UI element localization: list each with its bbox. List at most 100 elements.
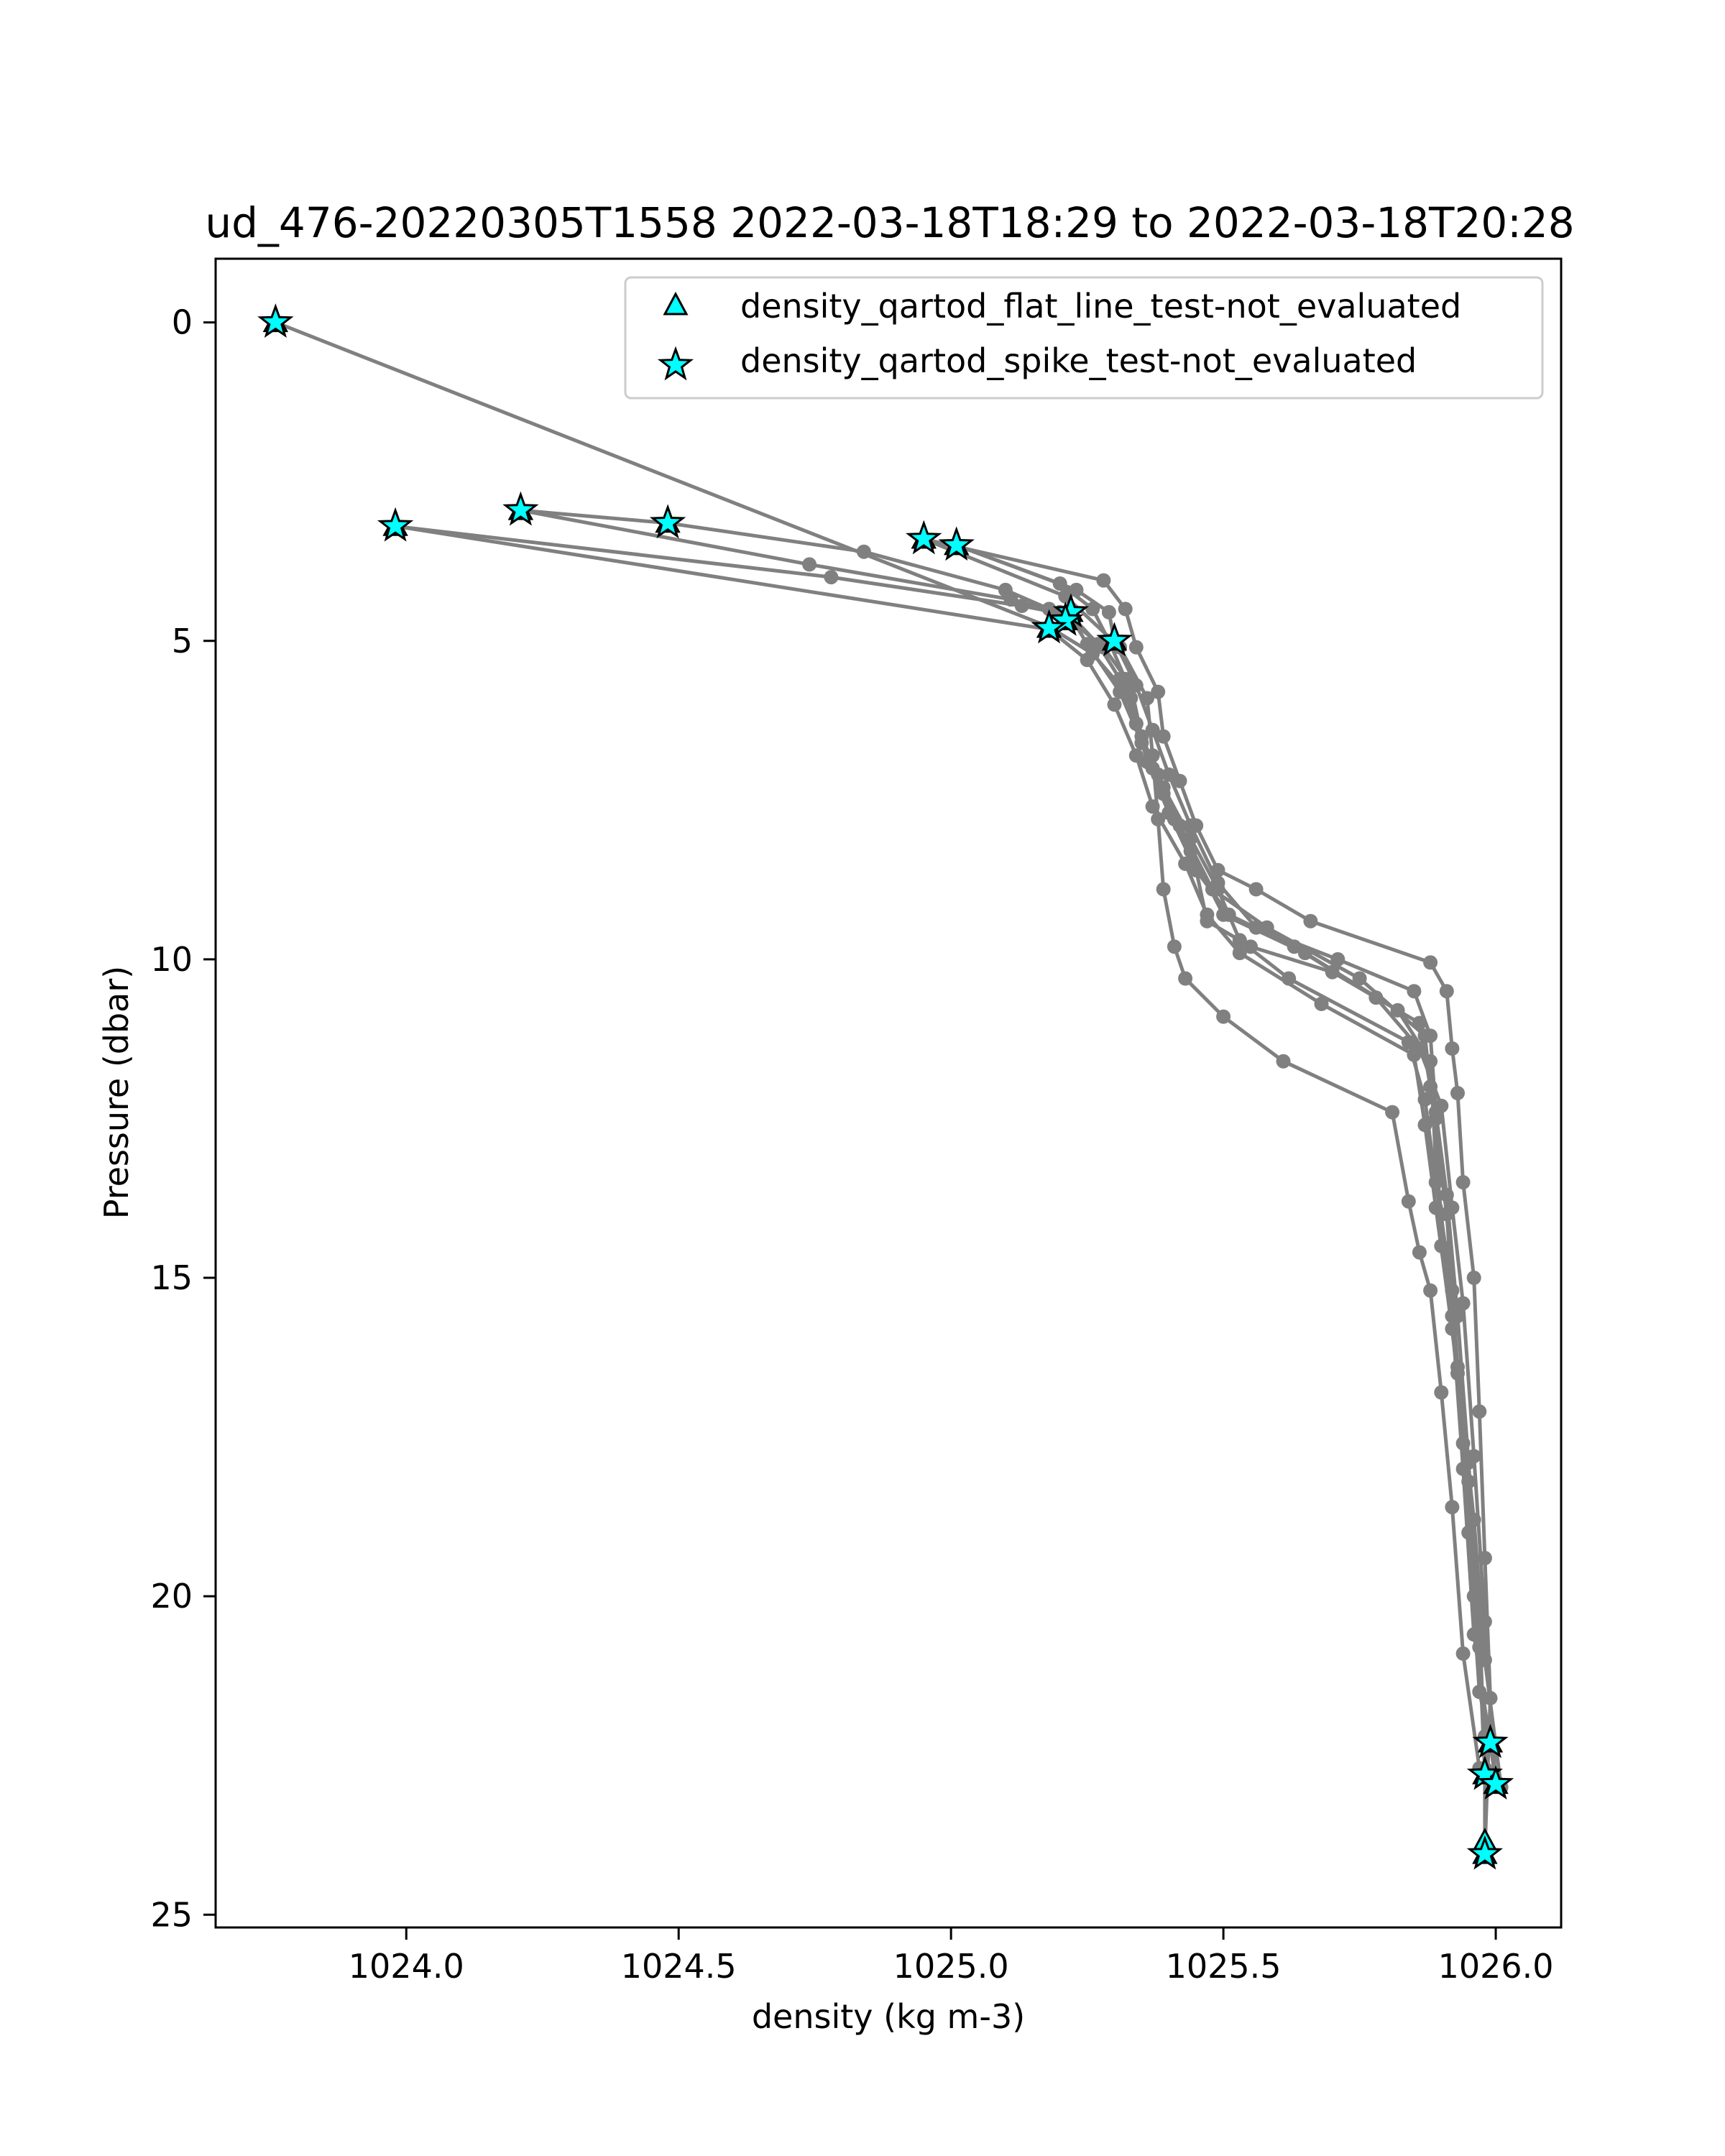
profile-line xyxy=(395,524,1487,1775)
profile-point xyxy=(1183,818,1198,833)
profile-point xyxy=(1128,640,1144,655)
y-tick-label: 0 xyxy=(172,303,193,342)
profile-point xyxy=(1080,653,1095,668)
spike-marker xyxy=(906,520,942,555)
profile-point xyxy=(1156,729,1171,744)
chart-title: ud_476-20220305T1558 2022-03-18T18:29 to… xyxy=(205,198,1574,247)
profile-point xyxy=(1455,1175,1471,1190)
profile-point xyxy=(1368,990,1384,1005)
legend: density_qartod_flat_line_test-not_evalua… xyxy=(624,276,1544,400)
profile-point xyxy=(802,557,817,572)
profile-point xyxy=(856,544,871,559)
profile-point xyxy=(1434,1098,1449,1113)
spike-marker xyxy=(649,504,686,539)
profile-point xyxy=(1151,811,1166,826)
profile-point xyxy=(1472,1404,1487,1419)
legend-label-spike: density_qartod_spike_test-not_evaluated xyxy=(740,341,1417,380)
profile-point xyxy=(1445,1041,1460,1056)
profile-point xyxy=(1434,1385,1449,1400)
profile-point xyxy=(1085,602,1100,617)
profile-point xyxy=(1466,1449,1481,1464)
spike-marker xyxy=(257,303,294,338)
profile-point xyxy=(1445,1200,1460,1215)
x-tick-label: 1026.0 xyxy=(1438,1947,1554,1986)
markers-layer xyxy=(257,303,1514,1870)
spike-marker xyxy=(1477,1765,1514,1800)
profile-line xyxy=(395,524,1504,1788)
profile-point xyxy=(1287,939,1302,954)
legend-star-marker xyxy=(657,346,694,381)
spike-marker xyxy=(1466,1835,1503,1870)
profile-4 xyxy=(388,519,1492,1782)
profile-point xyxy=(1172,773,1187,788)
x-tick-label: 1025.0 xyxy=(893,1947,1009,1986)
profile-point xyxy=(1210,875,1225,890)
profile-point xyxy=(1221,907,1236,922)
x-tick-label: 1024.0 xyxy=(349,1947,464,1986)
profile-point xyxy=(1096,573,1111,588)
profile-point xyxy=(1216,1009,1231,1024)
spike-marker xyxy=(1096,622,1133,657)
spike-marker xyxy=(1047,601,1084,636)
y-tick-label: 20 xyxy=(150,1577,193,1616)
profile-point xyxy=(1423,1283,1438,1298)
profile-point xyxy=(1118,602,1133,617)
profile-line xyxy=(520,508,1487,1845)
profiles-layer xyxy=(268,315,1509,1858)
profile-line xyxy=(955,543,1487,1769)
profile-point xyxy=(1455,1296,1471,1311)
profile-1 xyxy=(268,315,1498,1750)
profile-9 xyxy=(916,532,1487,1776)
profile-point xyxy=(1314,996,1329,1011)
profile-point xyxy=(1101,604,1116,619)
profile-point xyxy=(1118,671,1133,686)
profile-point xyxy=(1428,1175,1443,1190)
profile-point xyxy=(1385,1105,1400,1120)
profile-point xyxy=(1248,882,1264,897)
profile-point xyxy=(1232,946,1247,960)
profile-point xyxy=(1145,722,1160,737)
legend-triangle-marker xyxy=(663,291,689,315)
x-axis-label: density (kg m-3) xyxy=(752,1997,1025,2036)
profile-point xyxy=(1455,1646,1471,1661)
profile-point xyxy=(1167,811,1182,826)
profile-point xyxy=(1423,1028,1438,1044)
profile-point xyxy=(1282,971,1297,986)
profile-point xyxy=(1407,984,1422,999)
profile-2 xyxy=(513,503,1504,1789)
plot-frame xyxy=(214,257,1563,1929)
profile-5 xyxy=(513,503,1492,1852)
profile-point xyxy=(1167,939,1182,954)
profile-point xyxy=(1417,1092,1432,1107)
profile-3 xyxy=(388,519,1509,1795)
profile-point xyxy=(1450,1086,1465,1100)
profile-point xyxy=(1401,1194,1416,1209)
profile-point xyxy=(824,570,839,585)
spike-marker xyxy=(377,507,414,542)
profile-point xyxy=(1156,882,1171,897)
profile-point xyxy=(1450,1309,1465,1324)
profile-point xyxy=(1439,984,1454,999)
profile-point xyxy=(1477,1614,1492,1629)
x-tick-label: 1025.5 xyxy=(1166,1947,1282,1986)
y-tick-label: 15 xyxy=(150,1258,193,1297)
profile-point xyxy=(1145,748,1160,763)
profile-point xyxy=(1330,952,1346,967)
profile-line xyxy=(923,537,1481,1769)
spike-marker xyxy=(502,491,539,526)
y-tick-label: 10 xyxy=(150,940,193,979)
profile-point xyxy=(1466,1271,1481,1285)
profile-point xyxy=(1423,955,1438,970)
x-tick-label: 1024.5 xyxy=(621,1947,737,1986)
legend-box xyxy=(624,276,1544,400)
profile-6 xyxy=(916,532,1498,1858)
profile-point xyxy=(1189,862,1204,877)
profile-point xyxy=(1412,1041,1427,1056)
profile-point xyxy=(1162,767,1177,782)
profile-point xyxy=(1200,907,1215,922)
profile-point xyxy=(1352,971,1367,986)
profile-point xyxy=(1128,717,1144,731)
profile-point xyxy=(1445,1500,1460,1515)
